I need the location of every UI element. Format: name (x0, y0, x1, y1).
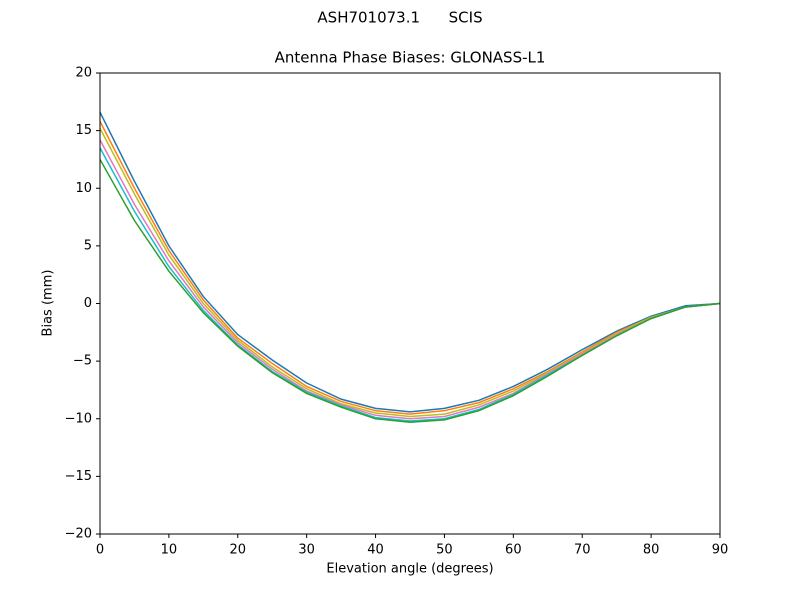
y-axis-label: Bias (mm) (41, 270, 56, 337)
x-tick-label: 10 (161, 543, 178, 558)
x-axis-label: Elevation angle (degrees) (326, 562, 493, 577)
chart-title: Antenna Phase Biases: GLONASS-L1 (275, 49, 546, 67)
series-line (99, 127, 721, 418)
y-tick-label: 15 (75, 123, 92, 138)
x-tick-label: 70 (574, 543, 591, 558)
plot-frame (99, 72, 721, 535)
y-tick-label: −10 (65, 411, 92, 426)
y-tick-label: 5 (84, 238, 92, 253)
x-tick-label: 50 (436, 543, 453, 558)
suptitle: ASH701073.1 SCIS (317, 9, 482, 27)
series-line (99, 121, 721, 415)
x-tick-label: 20 (230, 543, 247, 558)
x-tick-label: 60 (505, 543, 522, 558)
y-tick-label: −5 (73, 354, 92, 369)
series-line (99, 159, 721, 423)
series-line (99, 139, 721, 420)
y-tick-label: 10 (75, 181, 92, 196)
x-tick-label: 30 (298, 543, 315, 558)
y-tick-label: −15 (65, 469, 92, 484)
y-tick-label: 20 (75, 66, 92, 81)
x-tick-label: 40 (367, 543, 384, 558)
x-tick-label: 0 (96, 543, 104, 558)
series-line (99, 111, 721, 413)
x-tick-label: 80 (643, 543, 660, 558)
y-tick-label: −20 (65, 527, 92, 542)
x-tick-label: 90 (712, 543, 729, 558)
y-tick-label: 0 (84, 296, 92, 311)
